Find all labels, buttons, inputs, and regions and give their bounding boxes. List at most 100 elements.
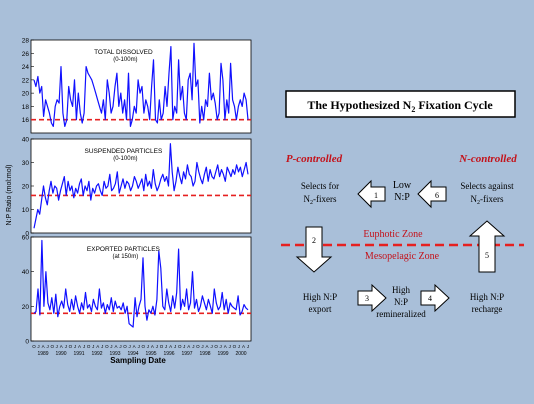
arrow-5: 5	[468, 220, 506, 273]
series-line	[33, 143, 249, 229]
x-year-label: 1997	[181, 351, 192, 357]
high-remin-text-3: remineralized	[376, 309, 426, 319]
x-year-label: 1991	[73, 351, 84, 357]
x-year-label: 2000	[235, 351, 246, 357]
x-month-label: A	[151, 344, 154, 349]
high-export-text: High N:P	[303, 292, 337, 302]
x-year-label: 1998	[199, 351, 210, 357]
selects-for-n: N	[304, 194, 311, 204]
y-tick-label: 22	[22, 77, 30, 84]
arrow-3-label: 3	[365, 294, 369, 303]
arrow-6-label: 6	[435, 191, 439, 200]
x-month-label: O	[214, 344, 218, 349]
panel-subtitle: (0-100m)	[113, 57, 137, 63]
x-month-label: O	[123, 344, 127, 349]
y-tick-label: 16	[22, 117, 30, 124]
x-month-label: A	[78, 344, 81, 349]
x-month-label: J	[165, 344, 167, 349]
chart-panel-1: 16 18 20 22 24 26 28 TOTAL DISSOLVED(0-100m)	[22, 38, 252, 134]
selects-for-text: Selects for	[301, 181, 339, 191]
x-month-label: J	[147, 344, 149, 349]
x-month-label: J	[128, 344, 130, 349]
x-month-label: O	[160, 344, 164, 349]
x-year-label: 1989	[37, 351, 48, 357]
x-month-label: J	[247, 344, 249, 349]
x-month-label: J	[56, 344, 58, 349]
x-month-label: J	[174, 344, 176, 349]
x-year-label: 1990	[55, 351, 66, 357]
x-month-label: A	[96, 344, 99, 349]
y-tick-label: 18	[22, 104, 30, 111]
high-remin-line3: remineralized	[376, 309, 426, 319]
y-tick-label: 20	[22, 304, 30, 311]
x-month-label: J	[192, 344, 194, 349]
diagram-title-end: Fixation Cycle	[415, 98, 493, 112]
low-line2: N:P	[394, 192, 410, 203]
x-year-label: 1999	[217, 351, 228, 357]
y-tick-label: 26	[22, 51, 30, 58]
low-line1: Low	[393, 180, 412, 191]
high-recharge-line1: High N:P	[470, 292, 504, 302]
x-month-label: O	[69, 344, 73, 349]
y-tick-label: 20	[22, 184, 30, 191]
y-tick-label: 28	[22, 38, 30, 45]
y-tick-label: 40	[22, 137, 30, 144]
x-month-label: O	[233, 344, 237, 349]
selects-for-sub: 2	[310, 200, 313, 206]
x-month-label: J	[47, 344, 49, 349]
x-month-label: J	[229, 344, 231, 349]
high-remin-line1: High	[392, 285, 411, 295]
selects-against-text: Selects against	[460, 181, 514, 191]
x-month-label: O	[87, 344, 91, 349]
selects-against-text-2: N2-fixers	[471, 194, 504, 206]
x-month-label: O	[32, 344, 36, 349]
x-month-label: J	[183, 344, 185, 349]
title-box	[285, 90, 516, 118]
series-line	[33, 239, 249, 328]
arrow-1: 1	[357, 179, 386, 209]
x-month-label: A	[169, 344, 172, 349]
x-axis-label: Sampling Date	[110, 356, 166, 365]
arrow-5-label: 5	[485, 251, 489, 260]
x-month-label: O	[196, 344, 200, 349]
x-month-label: O	[50, 344, 54, 349]
panel-title: SUSPENDED PARTICLES	[85, 148, 163, 155]
x-month-label: J	[83, 344, 85, 349]
panel-subtitle: (0-100m)	[113, 156, 137, 162]
y-tick-label: 24	[22, 64, 30, 71]
x-month-label: O	[105, 344, 109, 349]
y-tick-label: 20	[22, 91, 30, 98]
selects-against-n: N	[471, 194, 478, 204]
selects-for-text-2: N2-fixers	[304, 194, 337, 206]
chart-panel-3: 0 20 40 60 EXPORTED PARTICLES(at 150m)	[22, 235, 252, 346]
arrow-4-label: 4	[428, 294, 432, 303]
x-month-label: A	[133, 344, 136, 349]
high-remin-text: High	[392, 285, 411, 295]
y-tick-label: 40	[22, 269, 30, 276]
x-month-label: A	[206, 344, 209, 349]
y-tick-label: 10	[22, 207, 30, 214]
x-month-label: O	[142, 344, 146, 349]
arrow-3: 3	[357, 283, 387, 313]
high-remin-line2: N:P	[394, 297, 408, 307]
arrow-2: 2	[295, 226, 333, 273]
panel-title: TOTAL DISSOLVED	[94, 49, 153, 56]
high-recharge-line2: recharge	[472, 304, 503, 314]
diagram-title-sub: 2	[411, 105, 415, 114]
y-axis-label: N:P Ratio (mol:mol)	[6, 165, 13, 226]
x-month-label: J	[201, 344, 203, 349]
x-month-label: J	[92, 344, 94, 349]
low-np-text-2: N:P	[394, 192, 410, 203]
high-recharge-text-2: recharge	[472, 304, 503, 314]
arrow-1-label: 1	[374, 191, 378, 200]
high-remin-text-2: N:P	[394, 297, 408, 307]
x-month-label: J	[138, 344, 140, 349]
x-month-label: A	[42, 344, 45, 349]
high-recharge-text: High N:P	[470, 292, 504, 302]
x-month-label: J	[156, 344, 158, 349]
x-month-label: J	[119, 344, 121, 349]
x-year-label: 1995	[145, 351, 156, 357]
x-year-label: 1996	[163, 351, 174, 357]
